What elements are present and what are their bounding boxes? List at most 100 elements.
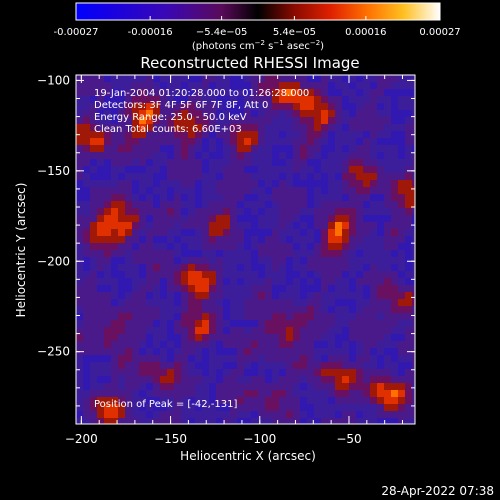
heatmap-cell: [314, 166, 321, 173]
heatmap-cell: [398, 306, 405, 313]
heatmap-cell: [293, 285, 300, 292]
heatmap-cell: [321, 131, 328, 138]
heatmap-cell: [125, 362, 132, 369]
heatmap-cell: [188, 166, 195, 173]
heatmap-cell: [153, 110, 160, 117]
heatmap-cell: [132, 320, 139, 327]
heatmap-cell: [118, 131, 125, 138]
plot-frame: [75, 74, 416, 425]
heatmap-cell: [146, 117, 153, 124]
heatmap-cell: [237, 383, 244, 390]
heatmap-cell: [293, 110, 300, 117]
heatmap-cell: [405, 292, 412, 299]
heatmap-cell: [314, 306, 321, 313]
heatmap-cell: [412, 320, 415, 327]
heatmap-cell: [76, 306, 83, 313]
heatmap-cell: [160, 355, 167, 362]
heatmap-cell: [125, 82, 132, 89]
heatmap-cell: [125, 250, 132, 257]
heatmap-cell: [216, 327, 223, 334]
heatmap-cell: [342, 243, 349, 250]
heatmap-cell: [223, 243, 230, 250]
annotation-line: Energy Range: 25.0 - 50.0 keV: [94, 112, 247, 123]
heatmap-cell: [377, 313, 384, 320]
heatmap-cell: [349, 229, 356, 236]
heatmap-cell: [356, 110, 363, 117]
heatmap-cell: [237, 243, 244, 250]
heatmap-cell: [349, 75, 356, 82]
heatmap-cell: [300, 201, 307, 208]
heatmap-cell: [216, 271, 223, 278]
heatmap-cell: [370, 327, 377, 334]
heatmap-cell: [202, 110, 209, 117]
heatmap-cell: [132, 117, 139, 124]
heatmap-cell: [132, 215, 139, 222]
heatmap-cell: [160, 306, 167, 313]
heatmap-cell: [97, 166, 104, 173]
heatmap-cell: [160, 236, 167, 243]
heatmap-cell: [293, 397, 300, 404]
heatmap-cell: [342, 348, 349, 355]
heatmap-cell: [97, 138, 104, 145]
heatmap-cell: [139, 138, 146, 145]
heatmap-cell: [209, 236, 216, 243]
heatmap-cell: [300, 180, 307, 187]
heatmap-cell: [230, 166, 237, 173]
heatmap-cell: [244, 390, 251, 397]
heatmap-cell: [223, 341, 230, 348]
heatmap-cell: [111, 222, 118, 229]
heatmap-cell: [223, 355, 230, 362]
heatmap-cell: [223, 257, 230, 264]
heatmap-cell: [153, 131, 160, 138]
heatmap-cell: [188, 222, 195, 229]
heatmap-cell: [90, 222, 97, 229]
heatmap-cell: [307, 250, 314, 257]
heatmap-cell: [223, 145, 230, 152]
heatmap-cell: [244, 299, 251, 306]
heatmap-cell: [286, 418, 293, 424]
heatmap-cell: [132, 397, 139, 404]
heatmap-cell: [125, 145, 132, 152]
heatmap-cell: [363, 215, 370, 222]
heatmap-cell: [90, 187, 97, 194]
heatmap-cell: [104, 306, 111, 313]
heatmap-cell: [412, 355, 415, 362]
heatmap-cell: [391, 292, 398, 299]
heatmap-cell: [97, 131, 104, 138]
heatmap-cell: [398, 411, 405, 418]
heatmap-cell: [300, 341, 307, 348]
heatmap-cell: [293, 131, 300, 138]
heatmap-cell: [314, 404, 321, 411]
heatmap-cell: [104, 152, 111, 159]
heatmap-cell: [356, 383, 363, 390]
colorbar-tick-label: −5.4e−05: [196, 27, 248, 38]
heatmap-cell: [321, 362, 328, 369]
heatmap-cell: [111, 201, 118, 208]
heatmap-cell: [153, 320, 160, 327]
heatmap-cell: [279, 103, 286, 110]
heatmap-cell: [398, 250, 405, 257]
heatmap-cell: [293, 166, 300, 173]
heatmap-cell: [307, 75, 314, 82]
heatmap-cell: [111, 383, 118, 390]
heatmap-cell: [293, 208, 300, 215]
heatmap-cell: [342, 131, 349, 138]
heatmap-cell: [279, 194, 286, 201]
heatmap-cell: [153, 264, 160, 271]
heatmap-cell: [118, 327, 125, 334]
heatmap-cell: [146, 180, 153, 187]
heatmap-cell: [90, 194, 97, 201]
heatmap-cell: [97, 180, 104, 187]
heatmap-cell: [202, 271, 209, 278]
heatmap-cell: [188, 390, 195, 397]
heatmap-cell: [328, 222, 335, 229]
heatmap-cell: [258, 236, 265, 243]
heatmap-cell: [286, 306, 293, 313]
heatmap-cell: [258, 215, 265, 222]
heatmap-cell: [279, 313, 286, 320]
heatmap-cell: [370, 201, 377, 208]
heatmap-cell: [412, 215, 415, 222]
heatmap-cell: [139, 299, 146, 306]
heatmap-cell: [111, 75, 118, 82]
heatmap-cell: [370, 369, 377, 376]
